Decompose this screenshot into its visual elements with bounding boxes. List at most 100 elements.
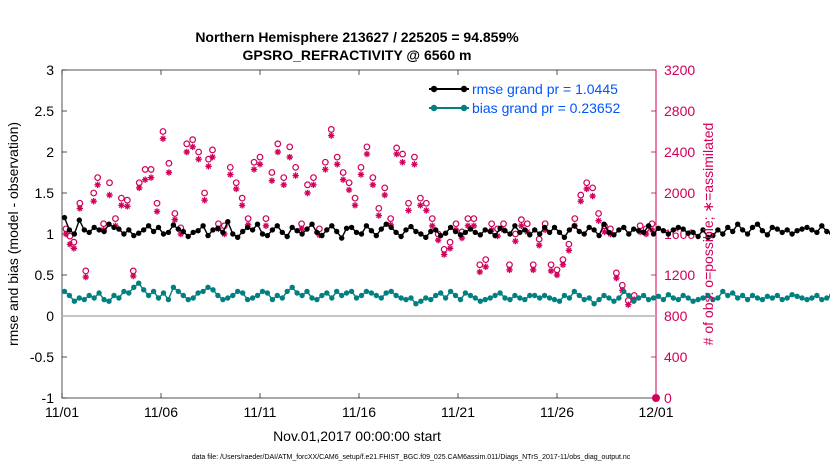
obs-possible-point: [159, 128, 167, 135]
asterisk-stroke: [358, 171, 364, 178]
rmse-point: [368, 228, 375, 234]
bias-point: [403, 296, 409, 303]
obs-possible-point: [565, 240, 573, 248]
asterisk-stroke: [71, 245, 77, 252]
rmse-point: [571, 223, 577, 229]
bias-point: [165, 296, 172, 303]
obs-possible-point: [292, 163, 300, 171]
obs-assimilated-point: [141, 176, 149, 183]
asterisk-stroke: [90, 198, 97, 204]
bias-point: [61, 288, 68, 295]
bias-point: [220, 296, 226, 303]
bias-point: [527, 292, 533, 299]
rmse-point: [319, 232, 325, 239]
obs-assimilated-point: [393, 150, 400, 158]
obs-possible-point: [268, 169, 276, 176]
y-left-tick-label: 0: [46, 308, 54, 324]
y-left-tick-label: 0.5: [35, 267, 55, 283]
bias-point: [76, 295, 83, 301]
rmse-point: [561, 234, 568, 240]
bias-point: [368, 290, 375, 296]
rmse-point: [353, 229, 360, 236]
bias-point: [353, 295, 360, 301]
asterisk-stroke: [376, 212, 382, 219]
asterisk-stroke: [63, 231, 69, 237]
rmse-point: [413, 228, 419, 235]
rmse-point: [532, 227, 538, 233]
rmse-point: [566, 227, 573, 233]
asterisk-stroke: [382, 192, 388, 198]
bias-point: [294, 290, 300, 296]
obs-assimilated-point: [227, 171, 234, 178]
rmse-point: [739, 227, 746, 233]
asterisk-stroke: [195, 156, 202, 162]
asterisk-stroke: [643, 231, 649, 237]
y-right-tick-label: 400: [664, 349, 688, 365]
rmse-point: [309, 221, 315, 227]
bias-point: [106, 298, 112, 304]
asterisk-stroke: [595, 217, 602, 224]
rmse-point: [794, 228, 800, 234]
asterisk-stroke: [136, 185, 142, 191]
rmse-point: [715, 227, 721, 233]
asterisk-stroke: [506, 267, 513, 273]
bias-point: [739, 292, 746, 299]
obs-possible-point: [147, 166, 155, 173]
obs-possible-point: [201, 189, 208, 197]
rmse-point: [769, 224, 775, 231]
rmse-point: [517, 229, 523, 236]
rmse-point: [606, 229, 612, 236]
x-tick-label: 12/01: [638, 404, 673, 420]
rmse-point: [507, 231, 513, 237]
bias-point: [195, 290, 201, 296]
obs-assimilated-point: [136, 184, 143, 192]
rmse-point: [408, 223, 414, 230]
rmse-point: [106, 221, 112, 227]
rmse-point: [329, 223, 335, 229]
rmse-point: [215, 225, 221, 231]
bias-point: [363, 288, 370, 295]
bias-point: [378, 295, 384, 301]
rmse-point: [126, 227, 132, 233]
rmse-point: [809, 227, 815, 233]
rmse-point: [472, 229, 478, 236]
obs-assimilated-point: [183, 148, 190, 156]
y-right-tick-label: 800: [664, 308, 688, 324]
obs-assimilated-point: [159, 135, 167, 142]
bias-point: [819, 296, 825, 303]
y-axis-left: 3 2.5 2 1.5 1 0.5 0 -0.5 -1: [30, 62, 67, 406]
asterisk-stroke: [160, 135, 166, 142]
y-left-tick-label: 2: [46, 144, 54, 160]
obs-possible-point: [90, 189, 98, 197]
obs-possible-point: [321, 158, 329, 166]
rmse-point: [433, 227, 439, 233]
rmse-point: [824, 228, 830, 235]
rmse-point: [235, 234, 241, 240]
rmse-point: [438, 232, 444, 239]
bias-point: [358, 292, 365, 299]
bias-point: [244, 296, 251, 303]
bias-point: [81, 296, 88, 303]
bias-point: [472, 295, 478, 301]
asterisk-stroke: [560, 262, 566, 268]
rmse-point: [764, 232, 771, 238]
obs-assimilated-point: [530, 266, 537, 274]
bias-point: [66, 292, 73, 299]
rmse-point: [76, 217, 83, 223]
bias-point: [200, 288, 206, 295]
obs-possible-point: [333, 153, 341, 161]
bias-point: [91, 295, 97, 301]
obs-possible-point: [381, 184, 389, 192]
obs-assimilated-point: [518, 222, 525, 229]
obs-possible-point: [112, 215, 119, 223]
rmse-point: [111, 224, 117, 231]
bias-point: [477, 298, 483, 304]
bias-point: [769, 295, 775, 301]
rmse-point: [160, 231, 167, 237]
legend-bias-marker: [460, 104, 468, 112]
asterisk-stroke: [566, 247, 572, 254]
rmse-point: [190, 229, 196, 236]
obs-possible-point: [577, 191, 585, 199]
rmse-point: [398, 233, 404, 240]
bias-point: [522, 296, 528, 303]
